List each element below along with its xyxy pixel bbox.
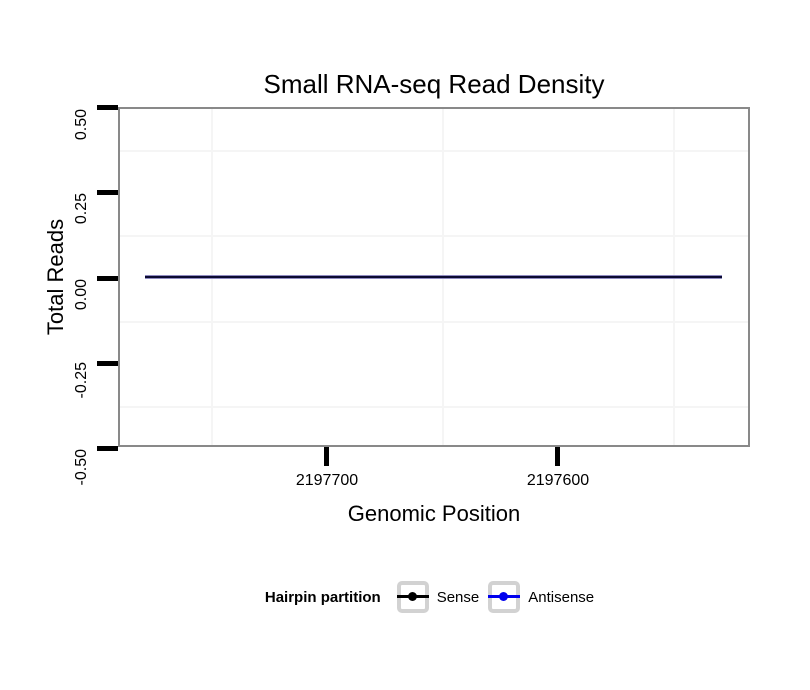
y-tick-mark — [97, 190, 118, 195]
minor-gridline-horizontal — [120, 235, 748, 237]
y-tick-label: -0.50 — [73, 449, 90, 486]
y-axis-title: Total Reads — [43, 218, 68, 336]
legend-key-antisense — [488, 581, 521, 613]
minor-gridline-horizontal — [120, 321, 748, 323]
y-tick-mark — [97, 276, 118, 281]
legend-key-sense — [396, 581, 429, 613]
y-tick-mark — [97, 446, 118, 451]
y-tick-label: 0.25 — [73, 193, 90, 225]
read-density-line — [145, 275, 722, 279]
minor-gridline-horizontal — [120, 150, 748, 152]
x-tick-label: 2197700 — [295, 472, 359, 489]
sense-point-icon — [407, 592, 417, 601]
y-tick-mark — [97, 105, 118, 110]
legend-title: Hairpin partition — [264, 588, 381, 606]
legend-label-antisense: Antisense — [528, 588, 595, 606]
y-tick-label: 0.50 — [73, 109, 90, 141]
antisense-point-icon — [499, 592, 509, 601]
legend-label-sense: Sense — [436, 588, 480, 606]
chart-title: Small RNA-seq Read Density — [263, 69, 605, 99]
legend: Hairpin partition Sense Antisense — [118, 581, 750, 613]
y-tick-label: 0.00 — [73, 279, 90, 311]
y-tick-mark — [97, 361, 118, 366]
x-tick-mark — [324, 447, 329, 466]
x-axis-title: Genomic Position — [347, 501, 521, 526]
x-tick-mark — [555, 447, 560, 466]
x-tick-label: 2197600 — [526, 472, 590, 489]
y-tick-label: -0.25 — [73, 362, 90, 399]
minor-gridline-horizontal — [120, 406, 748, 408]
